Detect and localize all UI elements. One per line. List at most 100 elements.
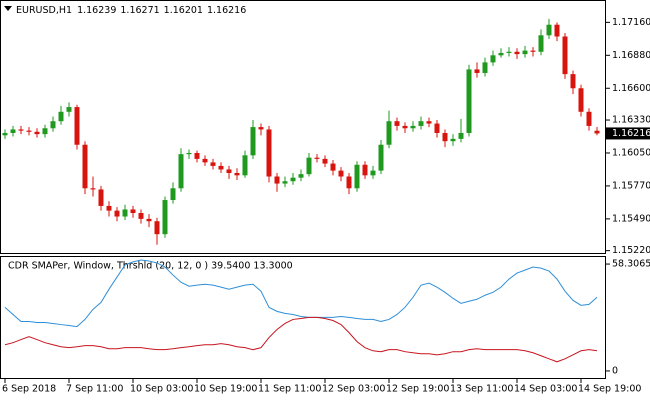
candle-body xyxy=(346,176,352,189)
candle-body xyxy=(66,107,72,112)
indicator-line xyxy=(4,316,598,363)
candle-body xyxy=(338,170,344,177)
candle-body xyxy=(186,152,192,155)
candle-body xyxy=(450,138,456,142)
x-tick-label: 12 Sep 03:00 xyxy=(322,384,385,395)
y-tick-label: 1.15770 xyxy=(612,180,650,191)
open-value: 1.16239 xyxy=(77,5,116,16)
y-tick-label: 58.3065 xyxy=(612,259,650,270)
candle-body xyxy=(170,188,176,201)
candle-body xyxy=(498,52,504,56)
candle-body xyxy=(506,51,512,53)
candle-body xyxy=(106,205,112,211)
candle-body xyxy=(370,170,376,176)
candle-body xyxy=(282,181,288,184)
candle-body xyxy=(130,209,136,213)
close-value: 1.16216 xyxy=(207,5,246,16)
candle-body xyxy=(82,144,88,189)
candle-body xyxy=(42,128,48,135)
indicator-pane xyxy=(0,256,606,379)
candle-body xyxy=(10,129,16,133)
candle-body xyxy=(242,155,248,176)
chart-title: EURUSD,H1 xyxy=(16,5,72,16)
candle-body xyxy=(234,172,240,176)
candle-body xyxy=(90,188,96,190)
candle-body xyxy=(442,132,448,142)
x-tick-label: 10 Sep 03:00 xyxy=(130,384,193,395)
y-tick-label: 1.15220 xyxy=(612,245,650,256)
indicator-line xyxy=(4,259,598,328)
low-value: 1.16201 xyxy=(164,5,203,16)
candle-body xyxy=(482,62,488,73)
y-tick-label: 1.16880 xyxy=(612,50,650,61)
candle-body xyxy=(322,158,328,164)
candle-body xyxy=(2,132,8,136)
candle-body xyxy=(306,157,312,175)
candle-body xyxy=(226,169,232,173)
indicator-title: CDR SMAPer, Window, Thrshld (20, 12, 0 )… xyxy=(8,261,293,272)
candle-body xyxy=(378,144,384,171)
y-tick-label: 1.16600 xyxy=(612,83,650,94)
high-value: 1.16271 xyxy=(120,5,159,16)
candle-body xyxy=(50,121,56,129)
candle-body xyxy=(162,200,168,235)
candle-body xyxy=(562,36,568,75)
candle-body xyxy=(74,107,80,145)
candle-body xyxy=(138,212,144,219)
candle-body xyxy=(58,111,64,122)
candle-body xyxy=(386,121,392,145)
candle-body xyxy=(330,163,336,171)
candle-body xyxy=(154,221,160,235)
candle-body xyxy=(146,218,152,222)
candle-body xyxy=(538,35,544,52)
y-tick-label: 1.15490 xyxy=(612,213,650,224)
x-tick-label: 12 Sep 19:00 xyxy=(386,384,449,395)
candle-body xyxy=(98,189,104,206)
candle-body xyxy=(554,24,560,37)
candle-body xyxy=(410,125,416,129)
price-marker xyxy=(606,127,650,140)
x-tick-label: 13 Sep 11:00 xyxy=(450,384,513,395)
candle-body xyxy=(354,164,360,189)
candle-body xyxy=(122,209,128,217)
x-tick-label: 11 Sep 11:00 xyxy=(258,384,321,395)
candle-body xyxy=(194,152,200,159)
x-tick-label: 6 Sep 2018 xyxy=(2,384,56,395)
candle-body xyxy=(570,74,576,89)
candle-body xyxy=(202,158,208,163)
x-tick-label: 14 Sep 19:00 xyxy=(578,384,641,395)
candle-body xyxy=(178,154,184,189)
y-tick-label: 0 xyxy=(612,365,618,376)
candle-body xyxy=(490,55,496,63)
candle-body xyxy=(314,157,320,159)
candle-body xyxy=(458,132,464,139)
candle-body xyxy=(362,164,368,176)
candle-body xyxy=(466,69,472,133)
y-tick-label: 1.17160 xyxy=(612,17,650,28)
candle-body xyxy=(586,111,592,126)
candle-body xyxy=(274,176,280,184)
x-tick-label: 7 Sep 11:00 xyxy=(66,384,123,395)
candle-body xyxy=(114,210,120,217)
candle-body xyxy=(266,129,272,177)
candle-body xyxy=(546,24,552,36)
candle-body xyxy=(522,50,528,55)
candle-body xyxy=(26,130,32,132)
menu-arrow xyxy=(4,6,12,11)
candle-body xyxy=(290,177,296,182)
candle-body xyxy=(402,125,408,129)
y-tick-label: 1.16050 xyxy=(612,147,650,158)
candle-body xyxy=(250,127,256,156)
candle-body xyxy=(298,174,304,178)
candle-body xyxy=(394,121,400,126)
candle-body xyxy=(210,162,216,166)
price-marker-label: 1.16216 xyxy=(612,128,650,139)
candle-body xyxy=(426,121,432,124)
candle-body xyxy=(594,130,600,134)
main-header: EURUSD,H1 1.16239 1.16271 1.16201 1.16216 xyxy=(16,5,246,16)
candle-body xyxy=(18,129,24,131)
candle-body xyxy=(34,131,40,135)
candle-body xyxy=(514,51,520,55)
